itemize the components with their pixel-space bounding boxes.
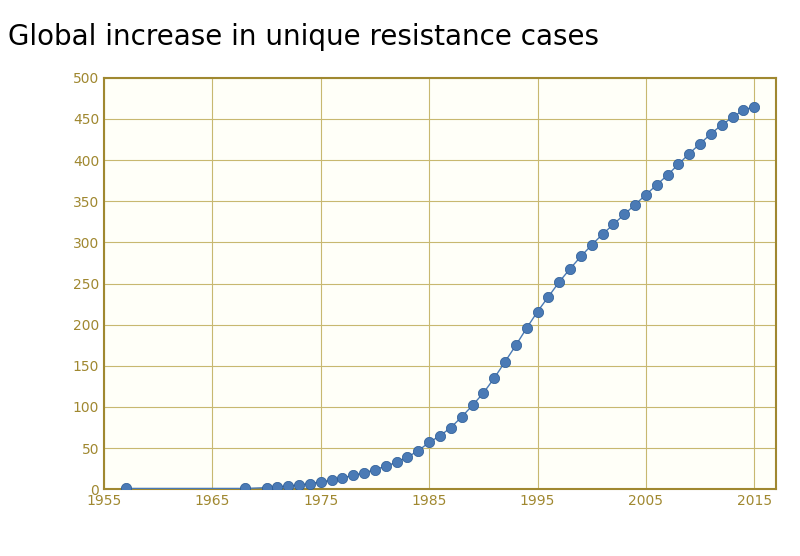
Point bbox=[466, 401, 479, 410]
Text: YEAR: YEAR bbox=[415, 523, 465, 542]
Point bbox=[455, 413, 468, 421]
Point bbox=[564, 264, 577, 273]
Point bbox=[336, 473, 349, 482]
Point bbox=[498, 358, 511, 366]
Point bbox=[737, 106, 750, 115]
Point bbox=[434, 431, 446, 440]
Point bbox=[726, 113, 739, 122]
Point bbox=[358, 468, 370, 477]
Point bbox=[694, 139, 706, 148]
Point bbox=[607, 220, 620, 229]
Point bbox=[271, 483, 284, 492]
Point bbox=[422, 438, 435, 447]
Point bbox=[662, 171, 674, 180]
Point bbox=[401, 453, 414, 461]
Point bbox=[715, 120, 728, 129]
Point bbox=[390, 458, 403, 466]
Point bbox=[672, 160, 685, 168]
Point bbox=[586, 240, 598, 249]
Point bbox=[477, 389, 490, 398]
Point bbox=[260, 483, 273, 492]
Point bbox=[488, 374, 501, 383]
Point bbox=[379, 462, 392, 471]
Point bbox=[119, 484, 132, 493]
Point bbox=[542, 292, 554, 301]
Point bbox=[683, 149, 696, 158]
Point bbox=[282, 481, 294, 490]
Point bbox=[705, 130, 718, 138]
Point bbox=[618, 210, 630, 219]
Point bbox=[629, 200, 642, 209]
Text: Global increase in unique resistance cases: Global increase in unique resistance cas… bbox=[8, 23, 599, 51]
Point bbox=[303, 479, 316, 488]
Point bbox=[639, 190, 652, 199]
Point bbox=[553, 277, 566, 286]
Point bbox=[238, 484, 251, 493]
Point bbox=[748, 102, 761, 111]
Text: No. of unique resistance cases: No. of unique resistance cases bbox=[11, 178, 25, 389]
Point bbox=[650, 180, 663, 189]
Point bbox=[293, 481, 306, 490]
Point bbox=[445, 423, 458, 432]
Point bbox=[520, 324, 533, 332]
Point bbox=[510, 341, 522, 350]
Point bbox=[369, 465, 382, 474]
Point bbox=[574, 252, 587, 261]
Point bbox=[412, 446, 425, 455]
Point bbox=[347, 471, 360, 480]
Point bbox=[326, 476, 338, 485]
Point bbox=[596, 230, 609, 239]
Point bbox=[531, 307, 544, 316]
Point bbox=[314, 478, 327, 486]
